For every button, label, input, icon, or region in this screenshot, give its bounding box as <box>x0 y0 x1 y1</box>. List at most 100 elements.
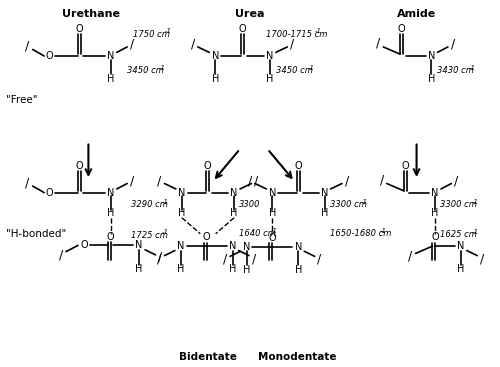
Text: N: N <box>177 241 184 251</box>
Text: N: N <box>268 188 276 197</box>
Text: /: / <box>254 174 258 187</box>
Text: 3450 cm: 3450 cm <box>127 66 164 75</box>
Text: 3300 cm: 3300 cm <box>440 200 478 209</box>
Text: /: / <box>158 252 162 265</box>
Text: 1650-1680 cm: 1650-1680 cm <box>330 229 391 238</box>
Text: -1: -1 <box>361 199 368 205</box>
Text: -1: -1 <box>308 65 314 71</box>
Text: H: H <box>266 74 274 84</box>
Text: /: / <box>450 37 455 51</box>
Text: -1: -1 <box>380 228 386 234</box>
Text: H: H <box>243 265 250 275</box>
Text: "Free": "Free" <box>6 95 38 105</box>
Text: H: H <box>229 264 236 274</box>
Text: H: H <box>107 208 114 218</box>
Text: /: / <box>454 174 458 187</box>
Text: Bidentate: Bidentate <box>179 352 236 361</box>
Text: N: N <box>432 188 438 197</box>
Text: H: H <box>178 208 186 218</box>
Text: Monodentate: Monodentate <box>258 352 336 361</box>
Text: N: N <box>107 188 114 197</box>
Text: /: / <box>345 174 349 187</box>
Text: -1: -1 <box>472 199 479 205</box>
Text: 3430 cm: 3430 cm <box>437 66 474 75</box>
Text: Urea: Urea <box>236 9 265 19</box>
Text: O: O <box>402 161 409 171</box>
Text: -1: -1 <box>270 228 278 234</box>
Text: 3300: 3300 <box>239 200 260 209</box>
Text: /: / <box>290 37 294 51</box>
Text: /: / <box>190 37 195 51</box>
Text: /: / <box>376 37 380 50</box>
Text: N: N <box>428 51 435 61</box>
Text: /: / <box>248 174 252 187</box>
Text: N: N <box>178 188 186 197</box>
Text: N: N <box>107 51 114 61</box>
Text: H: H <box>212 74 219 84</box>
Text: -1: -1 <box>472 229 479 235</box>
Text: O: O <box>76 25 84 34</box>
Text: /: / <box>380 173 384 186</box>
Text: N: N <box>136 240 143 250</box>
Text: /: / <box>158 251 162 264</box>
Text: O: O <box>107 232 114 243</box>
Text: H: H <box>321 208 328 218</box>
Text: 1750 cm: 1750 cm <box>133 30 170 39</box>
Text: H: H <box>177 264 184 274</box>
Text: -1: -1 <box>162 229 169 235</box>
Text: 3450 cm: 3450 cm <box>276 66 313 75</box>
Text: N: N <box>212 51 219 61</box>
Text: /: / <box>318 253 322 266</box>
Text: O: O <box>268 233 276 243</box>
Text: /: / <box>408 250 412 263</box>
Text: O: O <box>46 51 54 61</box>
Text: /: / <box>223 253 228 266</box>
Text: N: N <box>243 242 250 252</box>
Text: H: H <box>428 74 435 84</box>
Text: N: N <box>294 242 302 252</box>
Text: 3290 cm: 3290 cm <box>130 200 168 209</box>
Text: O: O <box>431 232 439 243</box>
Text: Amide: Amide <box>397 9 436 19</box>
Text: H: H <box>230 208 238 218</box>
Text: N: N <box>457 241 464 251</box>
Text: /: / <box>25 40 29 53</box>
Text: Urethane: Urethane <box>62 9 120 19</box>
Text: N: N <box>229 241 236 251</box>
Text: /: / <box>158 174 162 187</box>
Text: /: / <box>130 174 134 187</box>
Text: 3300 cm: 3300 cm <box>330 200 366 209</box>
Text: O: O <box>204 161 212 171</box>
Text: H: H <box>457 264 464 274</box>
Text: /: / <box>252 252 256 265</box>
Text: H: H <box>432 208 438 218</box>
Text: -1: -1 <box>164 28 172 34</box>
Text: 1700-1715 cm: 1700-1715 cm <box>266 30 328 39</box>
Text: O: O <box>294 161 302 171</box>
Text: N: N <box>230 188 238 197</box>
Text: -1: -1 <box>468 65 475 71</box>
Text: H: H <box>136 264 143 274</box>
Text: O: O <box>238 25 246 34</box>
Text: -1: -1 <box>158 65 166 71</box>
Text: H: H <box>294 265 302 275</box>
Text: N: N <box>266 51 274 61</box>
Text: N: N <box>321 188 328 197</box>
Text: 1725 cm: 1725 cm <box>130 231 168 240</box>
Text: O: O <box>80 240 88 250</box>
Text: -1: -1 <box>315 28 322 34</box>
Text: H: H <box>268 208 276 218</box>
Text: O: O <box>46 188 54 197</box>
Text: /: / <box>130 37 134 51</box>
Text: 1640 cm: 1640 cm <box>239 229 276 238</box>
Text: /: / <box>25 176 29 189</box>
Text: /: / <box>59 248 63 261</box>
Text: O: O <box>398 25 406 34</box>
Text: -1: -1 <box>162 199 169 205</box>
Text: "H-bonded": "H-bonded" <box>6 229 66 240</box>
Text: O: O <box>203 232 210 243</box>
Text: H: H <box>107 74 114 84</box>
Text: O: O <box>76 161 84 171</box>
Text: /: / <box>480 252 484 265</box>
Text: 1625 cm: 1625 cm <box>440 230 478 239</box>
